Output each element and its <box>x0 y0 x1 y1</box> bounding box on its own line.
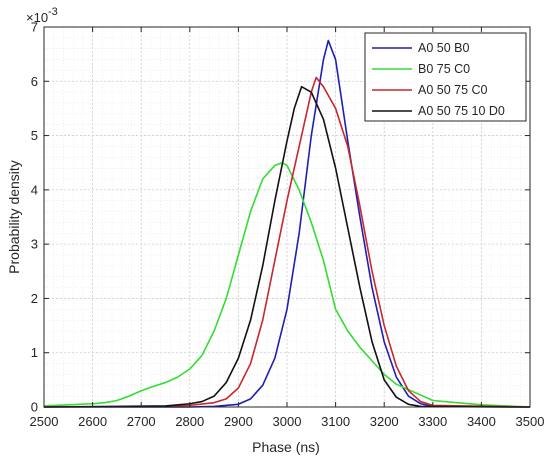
x-tick-label: 2700 <box>127 414 156 429</box>
series-layer <box>43 39 531 408</box>
y-tick-label: 3 <box>31 237 38 252</box>
x-axis-title: Phase (ns) <box>252 439 320 455</box>
y-exponent-power: -3 <box>48 6 58 18</box>
y-tick-labels: 0 1 2 3 4 5 6 7 <box>31 20 38 415</box>
series-line-1 <box>43 161 531 408</box>
y-tick-label: 2 <box>31 291 38 306</box>
x-tick-labels: 2500 2600 2700 2800 2900 3000 3100 3200 3300 3400… <box>30 414 545 429</box>
series-line-2 <box>43 76 531 408</box>
axis-ticks <box>43 26 531 408</box>
x-tick-label: 3200 <box>370 414 399 429</box>
legend-label-1: B0 75 C0 <box>418 62 470 76</box>
y-tick-label: 1 <box>31 345 38 360</box>
x-tick-label: 3300 <box>418 414 447 429</box>
y-axis-title: Probability density <box>6 160 22 274</box>
y-tick-label: 7 <box>31 20 38 35</box>
x-tick-label: 2800 <box>175 414 204 429</box>
x-tick-label: 2600 <box>78 414 107 429</box>
legend-label-2: A0 50 75 C0 <box>418 83 488 97</box>
x-tick-label: 3500 <box>516 414 545 429</box>
legend: A0 50 B0 B0 75 C0 A0 50 75 C0 A0 50 75 1… <box>364 32 527 122</box>
y-tick-label: 5 <box>31 128 38 143</box>
y-tick-label: 6 <box>31 74 38 89</box>
legend-label-0: A0 50 B0 <box>418 41 469 55</box>
y-tick-label: 4 <box>31 182 38 197</box>
series-line-3 <box>43 85 531 408</box>
y-exponent-base: ×10 <box>26 10 48 25</box>
y-tick-label: 0 <box>31 400 38 415</box>
x-tick-label: 3000 <box>273 414 302 429</box>
x-tick-label: 2900 <box>224 414 253 429</box>
x-tick-label: 3100 <box>321 414 350 429</box>
series-line-0 <box>44 39 531 408</box>
legend-label-3: A0 50 75 10 D0 <box>418 104 505 118</box>
x-tick-label: 2500 <box>30 414 59 429</box>
major-grid <box>43 26 531 408</box>
x-tick-label: 3400 <box>467 414 496 429</box>
